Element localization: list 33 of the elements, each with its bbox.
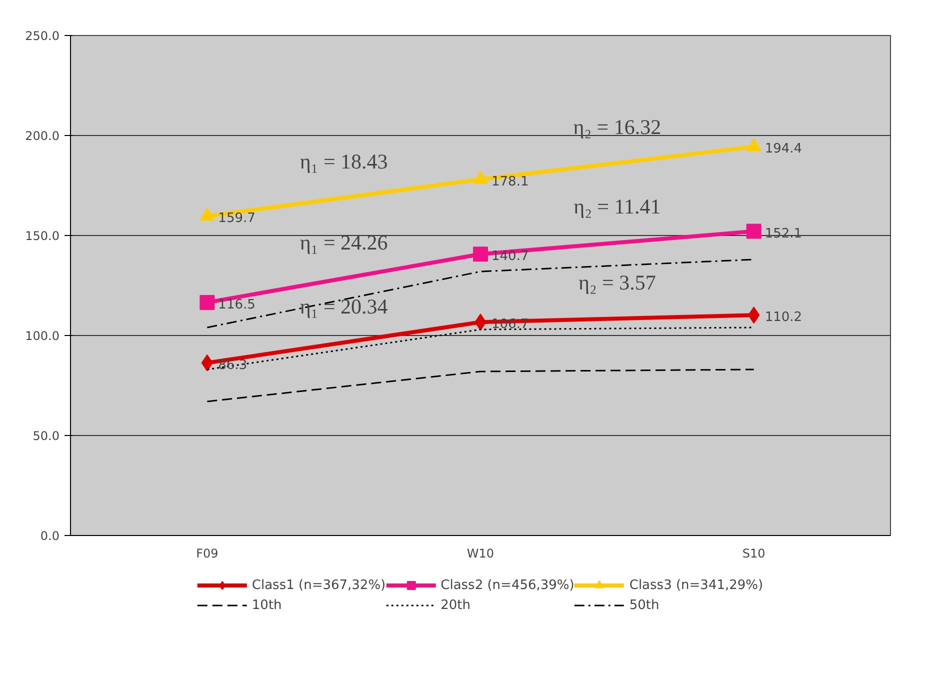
point [473, 246, 488, 262]
annotation: η₂ = 3.57 [578, 270, 656, 295]
data-label: 116.5 [218, 298, 256, 312]
point [200, 208, 215, 221]
x-tick-label: F09 [196, 546, 218, 560]
legend-label: Class3 (n=341,29%) [629, 578, 764, 592]
data-label: 110.2 [764, 310, 802, 326]
annotation: η₂ = 11.41 [574, 194, 661, 219]
data-label: 86.3 [218, 358, 248, 373]
point [746, 138, 762, 152]
data-label: 178.1 [492, 174, 529, 190]
y-tick-label: 150.0 [25, 229, 60, 243]
x-tick-label: W10 [466, 546, 494, 560]
data-label: 194.4 [764, 142, 802, 157]
point [473, 170, 488, 184]
y-tick-label: 100.0 [25, 329, 60, 343]
y-tick-label: 0.0 [40, 529, 60, 543]
point [746, 224, 762, 239]
annotation: η₂ = 16.32 [573, 115, 662, 139]
annotation: η₁ = 24.26 [300, 230, 388, 254]
annotation: η₁ = 18.43 [300, 150, 388, 174]
legend-label: Class2 (n=456,39%) [440, 578, 574, 592]
data-label: 159.7 [218, 211, 256, 226]
legend-label: 10th [252, 598, 283, 612]
y-tick-label: 50.0 [32, 429, 60, 443]
legend-label: Class1 (n=367,32%) [252, 578, 386, 592]
legend-label: 50th [629, 598, 660, 612]
x-tick-label: S10 [742, 546, 766, 560]
legend-label: 20th [440, 598, 472, 612]
y-tick-label: 200.0 [25, 129, 60, 143]
y-tick-label: 250.0 [25, 29, 60, 43]
point [200, 295, 215, 310]
data-label: 140.7 [492, 249, 529, 264]
